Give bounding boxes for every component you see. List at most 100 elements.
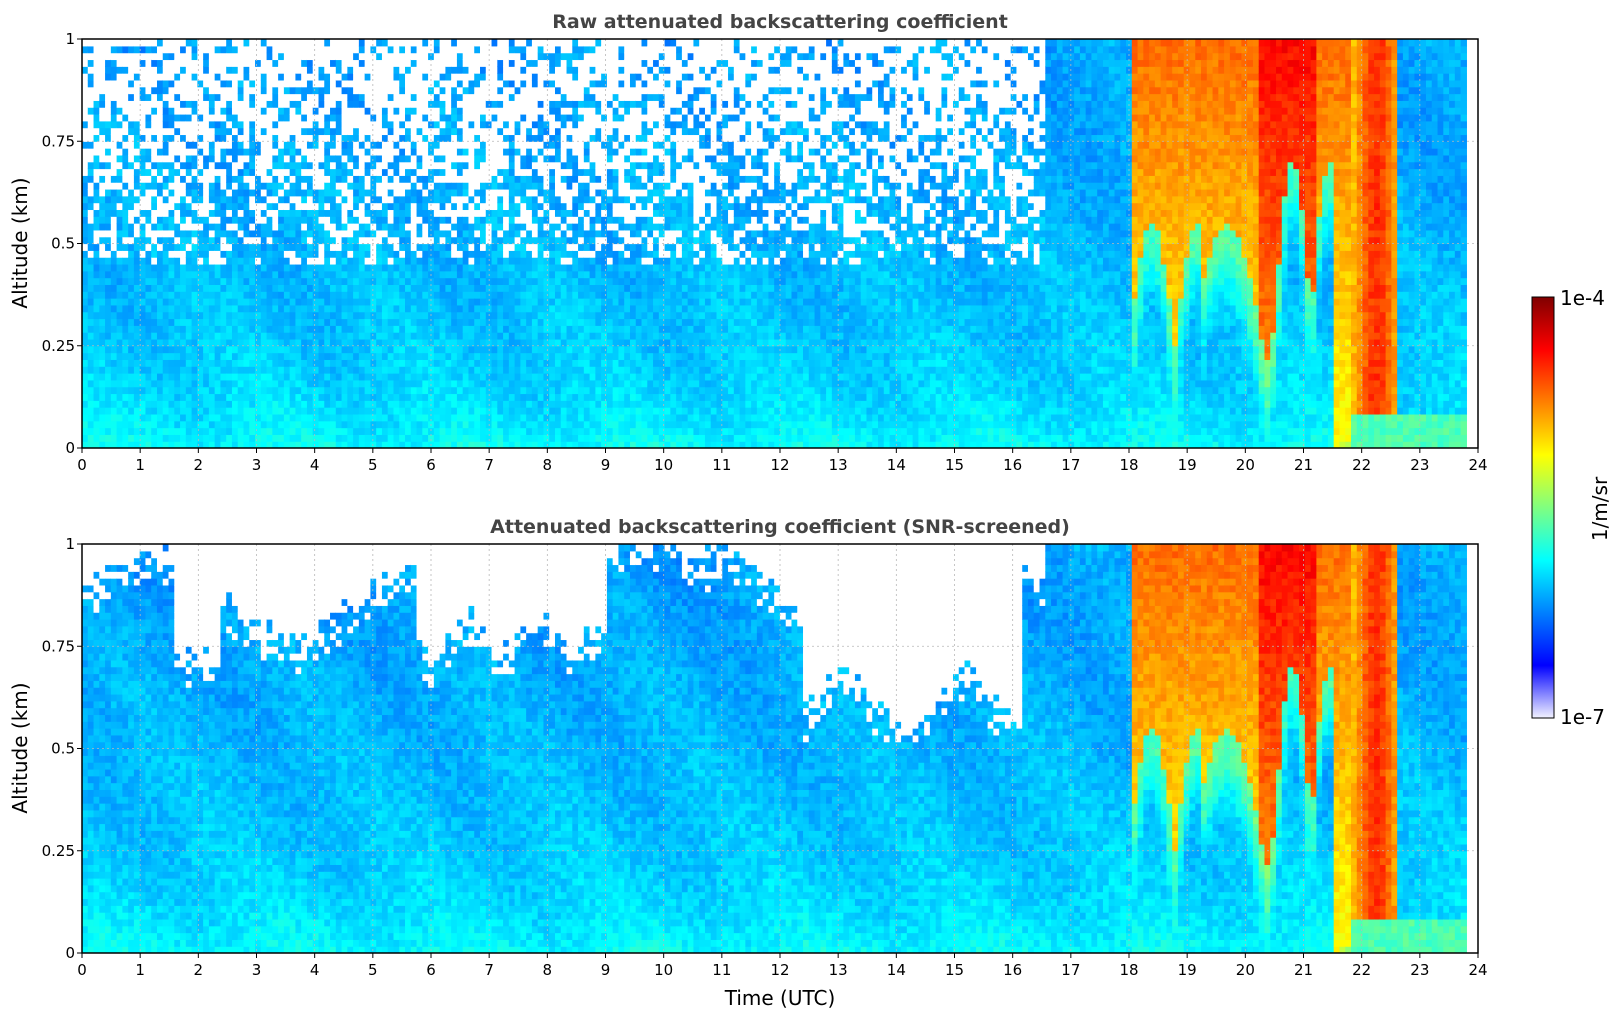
- heatmap-cell: [133, 209, 141, 217]
- heatmap-cell: [370, 59, 377, 67]
- heatmap-cell: [306, 257, 314, 265]
- heatmap-cell: [399, 188, 406, 197]
- heatmap-cell: [237, 345, 245, 354]
- heatmap-cell: [399, 73, 406, 81]
- heatmap-cell: [508, 141, 516, 149]
- heatmap-cell: [214, 182, 222, 190]
- heatmap-cell: [133, 52, 141, 61]
- heatmap-cell: [151, 407, 158, 415]
- heatmap-cell: [318, 39, 325, 47]
- heatmap-cell: [174, 168, 181, 176]
- heatmap-cell: [185, 277, 193, 285]
- heatmap-cell: [133, 338, 141, 347]
- heatmap-cell: [456, 318, 464, 326]
- heatmap-cell: [318, 107, 325, 115]
- heatmap-cell: [249, 100, 256, 108]
- heatmap-cell: [543, 413, 550, 422]
- heatmap-cell: [330, 86, 337, 95]
- heatmap-cell: [318, 182, 325, 190]
- heatmap-cell: [105, 188, 112, 197]
- heatmap-cell: [439, 441, 446, 448]
- heatmap-cell: [197, 79, 204, 88]
- heatmap-cell: [139, 161, 147, 170]
- heatmap-cell: [93, 338, 100, 347]
- heatmap-cell: [156, 134, 164, 142]
- heatmap-cell: [139, 73, 147, 81]
- heatmap-cell: [347, 257, 354, 265]
- heatmap-cell: [370, 127, 377, 136]
- heatmap-cell: [151, 168, 158, 176]
- heatmap-cell: [508, 400, 516, 408]
- heatmap-cell: [289, 277, 297, 285]
- heatmap-cell: [370, 120, 377, 129]
- heatmap-cell: [145, 332, 152, 340]
- heatmap-cell: [520, 113, 527, 122]
- heatmap-cell: [82, 79, 89, 88]
- heatmap-cell: [549, 407, 556, 415]
- heatmap-cell: [422, 188, 429, 197]
- heatmap-cell: [116, 229, 123, 238]
- heatmap-cell: [197, 86, 204, 95]
- heatmap-cell: [82, 407, 89, 415]
- heatmap-cell: [110, 427, 118, 435]
- heatmap-cell: [116, 66, 123, 74]
- heatmap-cell: [266, 79, 273, 88]
- heatmap-cell: [249, 291, 256, 299]
- heatmap-cell: [531, 86, 539, 95]
- heatmap-cell: [439, 39, 446, 47]
- heatmap-cell: [122, 79, 129, 88]
- heatmap-cell: [301, 86, 308, 95]
- heatmap-cell: [387, 52, 395, 61]
- heatmap-cell: [497, 216, 504, 224]
- heatmap-cell: [480, 39, 487, 47]
- heatmap-cell: [122, 441, 129, 448]
- heatmap-cell: [289, 141, 297, 149]
- heatmap-cell: [514, 277, 521, 285]
- heatmap-cell: [255, 284, 262, 292]
- heatmap-cell: [445, 250, 452, 258]
- heatmap-cell: [260, 202, 268, 211]
- heatmap-cell: [208, 284, 216, 292]
- heatmap-cell: [491, 263, 498, 272]
- heatmap-cell: [145, 73, 152, 81]
- heatmap-cell: [266, 209, 273, 217]
- heatmap-cell: [168, 243, 175, 251]
- heatmap-cell: [387, 257, 395, 265]
- heatmap-cell: [168, 304, 175, 313]
- heatmap-cell: [301, 270, 308, 279]
- heatmap-cell: [82, 441, 89, 448]
- heatmap-cell: [364, 379, 372, 388]
- heatmap-cell: [393, 202, 400, 211]
- heatmap-cell: [306, 407, 314, 415]
- heatmap-cell: [393, 250, 400, 258]
- heatmap-cell: [439, 168, 446, 176]
- heatmap-cell: [260, 229, 268, 238]
- heatmap-cell: [503, 79, 510, 88]
- heatmap-cell: [266, 175, 273, 183]
- heatmap-cell: [312, 359, 320, 367]
- heatmap-cell: [306, 373, 314, 381]
- heatmap-cell: [554, 154, 562, 163]
- heatmap-cell: [116, 318, 123, 326]
- heatmap-cell: [128, 223, 135, 231]
- heatmap-cell: [341, 373, 348, 381]
- heatmap-cell: [428, 304, 435, 313]
- heatmap-cell: [543, 141, 550, 149]
- heatmap-cell: [99, 332, 106, 340]
- heatmap-cell: [347, 325, 354, 333]
- heatmap-cell: [480, 332, 487, 340]
- heatmap-cell: [335, 352, 343, 360]
- heatmap-cell: [306, 195, 314, 204]
- heatmap-cell: [151, 216, 158, 224]
- heatmap-cell: [208, 359, 216, 367]
- heatmap-cell: [433, 107, 441, 115]
- heatmap-cell: [428, 298, 435, 306]
- heatmap-cell: [497, 100, 504, 108]
- heatmap-cell: [133, 79, 141, 88]
- heatmap-cell: [364, 45, 372, 54]
- heatmap-cell: [399, 373, 406, 381]
- heatmap-cell: [514, 182, 521, 190]
- heatmap-cell: [422, 52, 429, 61]
- heatmap-cell: [151, 161, 158, 170]
